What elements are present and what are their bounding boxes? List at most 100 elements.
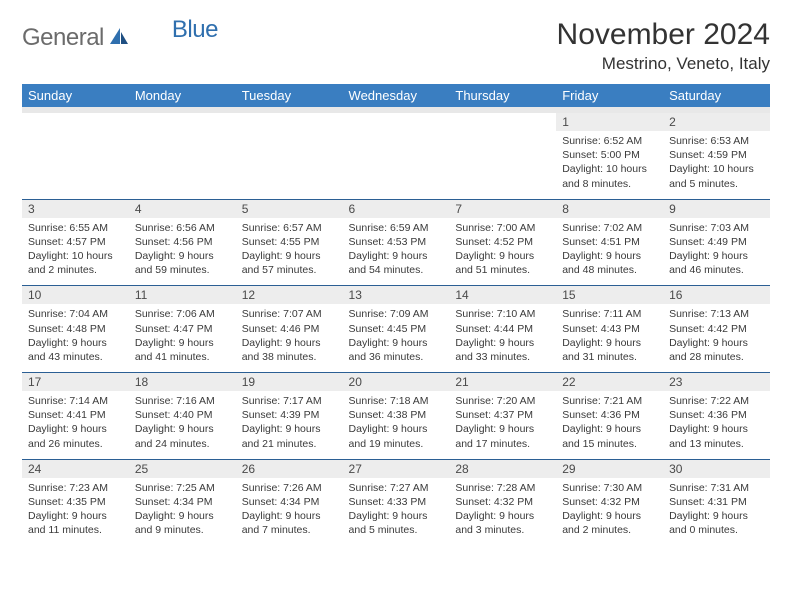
sunrise-text: Sunrise: 7:09 AM [349,307,444,321]
sunrise-text: Sunrise: 7:21 AM [562,394,657,408]
day-number-cell: 23 [663,373,770,391]
sunset-text: Sunset: 4:48 PM [28,322,123,336]
daylight-text: Daylight: 9 hours [135,509,230,523]
daylight-text: Daylight: 9 hours [455,336,550,350]
day-detail-cell: Sunrise: 7:00 AMSunset: 4:52 PMDaylight:… [449,218,556,286]
day-number-cell: 1 [556,113,663,131]
day-detail-cell: Sunrise: 6:56 AMSunset: 4:56 PMDaylight:… [129,218,236,286]
day-detail-cell: Sunrise: 6:53 AMSunset: 4:59 PMDaylight:… [663,131,770,199]
daylight-text: Daylight: 9 hours [562,249,657,263]
day-detail-row: Sunrise: 7:23 AMSunset: 4:35 PM Daylight:… [22,478,770,546]
daylight-text: and 51 minutes. [455,263,550,277]
col-friday: Friday [556,84,663,107]
sunset-text: Sunset: 4:46 PM [242,322,337,336]
daylight-text: Daylight: 9 hours [669,422,764,436]
daylight-text: Daylight: 9 hours [349,422,444,436]
sunrise-text: Sunrise: 7:06 AM [135,307,230,321]
sunrise-text: Sunrise: 7:10 AM [455,307,550,321]
day-detail-cell: Sunrise: 7:02 AMSunset: 4:51 PMDaylight:… [556,218,663,286]
day-number-cell: 30 [663,460,770,478]
day-detail-cell: Sunrise: 7:27 AMSunset: 4:33 PMDaylight:… [343,478,450,546]
day-number-cell: 5 [236,200,343,218]
day-number-cell: 20 [343,373,450,391]
daylight-text: Daylight: 9 hours [135,249,230,263]
sunset-text: Sunset: 4:55 PM [242,235,337,249]
day-detail-cell: Sunrise: 6:59 AMSunset: 4:53 PMDaylight:… [343,218,450,286]
daylight-text: and 26 minutes. [28,437,123,451]
day-detail-cell: Sunrise: 7:21 AMSunset: 4:36 PMDaylight:… [556,391,663,459]
sunset-text: Sunset: 4:59 PM [669,148,764,162]
day-detail-cell [129,131,236,199]
day-number-cell: 6 [343,200,450,218]
sunrise-text: Sunrise: 7:00 AM [455,221,550,235]
sunset-text: Sunset: 4:45 PM [349,322,444,336]
sunset-text: Sunset: 4:47 PM [135,322,230,336]
day-number-cell: 7 [449,200,556,218]
day-number-cell: 25 [129,460,236,478]
day-number-cell: 17 [22,373,129,391]
sunset-text: Sunset: 4:57 PM [28,235,123,249]
col-wednesday: Wednesday [343,84,450,107]
daylight-text: Daylight: 9 hours [242,336,337,350]
calendar-body: 12Sunrise: 6:52 AMSunset: 5:00 PMDayligh… [22,113,770,545]
day-detail-cell: Sunrise: 7:20 AMSunset: 4:37 PMDaylight:… [449,391,556,459]
sunset-text: Sunset: 4:38 PM [349,408,444,422]
sunset-text: Sunset: 4:52 PM [455,235,550,249]
sunset-text: Sunset: 4:32 PM [562,495,657,509]
location-label: Mestrino, Veneto, Italy [557,54,770,74]
daylight-text: and 19 minutes. [349,437,444,451]
day-number-cell: 11 [129,286,236,304]
day-detail-cell: Sunrise: 7:10 AMSunset: 4:44 PMDaylight:… [449,304,556,372]
sunrise-text: Sunrise: 7:30 AM [562,481,657,495]
sunset-text: Sunset: 4:32 PM [455,495,550,509]
daylight-text: Daylight: 9 hours [349,249,444,263]
sunrise-text: Sunrise: 7:20 AM [455,394,550,408]
day-detail-cell: Sunrise: 7:25 AMSunset: 4:34 PMDaylight:… [129,478,236,546]
sunset-text: Sunset: 4:36 PM [669,408,764,422]
day-number-cell [236,113,343,131]
daylight-text: Daylight: 9 hours [28,422,123,436]
sunset-text: Sunset: 4:39 PM [242,408,337,422]
day-number-cell: 9 [663,200,770,218]
daylight-text: and 8 minutes. [562,177,657,191]
sunset-text: Sunset: 4:37 PM [455,408,550,422]
daylight-text: Daylight: 9 hours [669,509,764,523]
daylight-text: Daylight: 10 hours [28,249,123,263]
sunrise-text: Sunrise: 6:53 AM [669,134,764,148]
daylight-text: Daylight: 9 hours [28,336,123,350]
daylight-text: and 43 minutes. [28,350,123,364]
sunrise-text: Sunrise: 7:23 AM [28,481,123,495]
sunrise-text: Sunrise: 7:17 AM [242,394,337,408]
day-detail-cell: Sunrise: 7:23 AMSunset: 4:35 PMDaylight:… [22,478,129,546]
day-detail-cell: Sunrise: 7:16 AMSunset: 4:40 PMDaylight:… [129,391,236,459]
sunset-text: Sunset: 4:51 PM [562,235,657,249]
logo-text-blue: Blue [172,16,218,44]
day-detail-cell: Sunrise: 7:28 AMSunset: 4:32 PMDaylight:… [449,478,556,546]
sunrise-text: Sunrise: 7:07 AM [242,307,337,321]
sunrise-text: Sunrise: 7:25 AM [135,481,230,495]
day-number-cell: 18 [129,373,236,391]
day-detail-cell [343,131,450,199]
daylight-text: Daylight: 10 hours [669,162,764,176]
day-detail-cell: Sunrise: 6:52 AMSunset: 5:00 PMDaylight:… [556,131,663,199]
sunrise-text: Sunrise: 7:16 AM [135,394,230,408]
sunrise-text: Sunrise: 7:27 AM [349,481,444,495]
logo: General Blue [22,24,218,52]
sunset-text: Sunset: 4:36 PM [562,408,657,422]
col-thursday: Thursday [449,84,556,107]
sunrise-text: Sunrise: 7:11 AM [562,307,657,321]
sunset-text: Sunset: 4:35 PM [28,495,123,509]
day-number-cell [449,113,556,131]
day-number-cell: 16 [663,286,770,304]
day-detail-cell [22,131,129,199]
day-number-row: 17181920212223 [22,373,770,391]
day-detail-cell: Sunrise: 7:04 AMSunset: 4:48 PMDaylight:… [22,304,129,372]
daylight-text: Daylight: 9 hours [135,422,230,436]
day-detail-cell: Sunrise: 6:57 AMSunset: 4:55 PMDaylight:… [236,218,343,286]
day-number-cell: 29 [556,460,663,478]
daylight-text: and 48 minutes. [562,263,657,277]
sunrise-text: Sunrise: 7:03 AM [669,221,764,235]
day-number-cell: 13 [343,286,450,304]
sunrise-text: Sunrise: 6:57 AM [242,221,337,235]
daylight-text: and 17 minutes. [455,437,550,451]
